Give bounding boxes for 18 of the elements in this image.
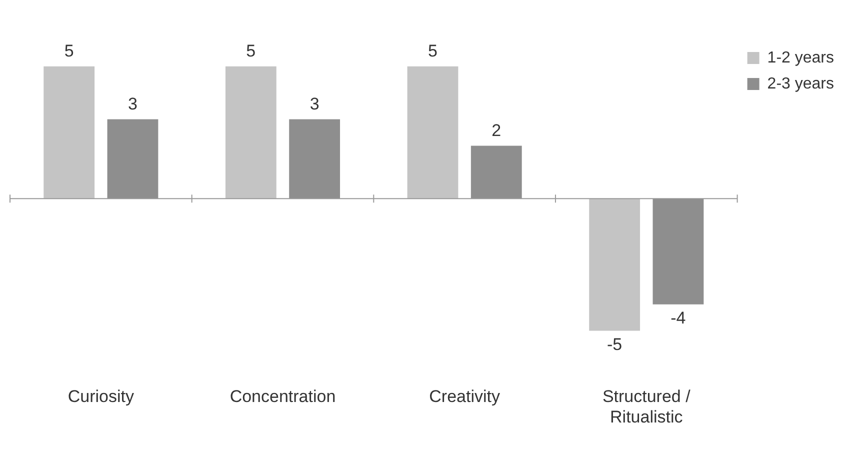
data-label: 3 (310, 94, 320, 114)
data-label: -5 (607, 334, 622, 354)
x-tick-label: Structured / Ritualistic (602, 387, 691, 426)
bar (44, 66, 95, 199)
bar (225, 66, 276, 199)
data-label: 2 (492, 120, 502, 140)
data-label: 5 (428, 42, 438, 61)
data-label: 5 (64, 42, 74, 61)
data-label: 3 (128, 94, 138, 114)
data-label: -4 (670, 308, 686, 328)
data-label: 5 (246, 42, 256, 61)
legend-label: 1-2 years (767, 49, 834, 66)
x-tick-label: Curiosity (68, 387, 134, 406)
x-tick-label: Concentration (230, 387, 336, 406)
bar (589, 198, 640, 331)
bar (407, 66, 458, 199)
x-tick-label: Creativity (429, 387, 500, 406)
legend-label: 2-3 years (767, 75, 834, 92)
